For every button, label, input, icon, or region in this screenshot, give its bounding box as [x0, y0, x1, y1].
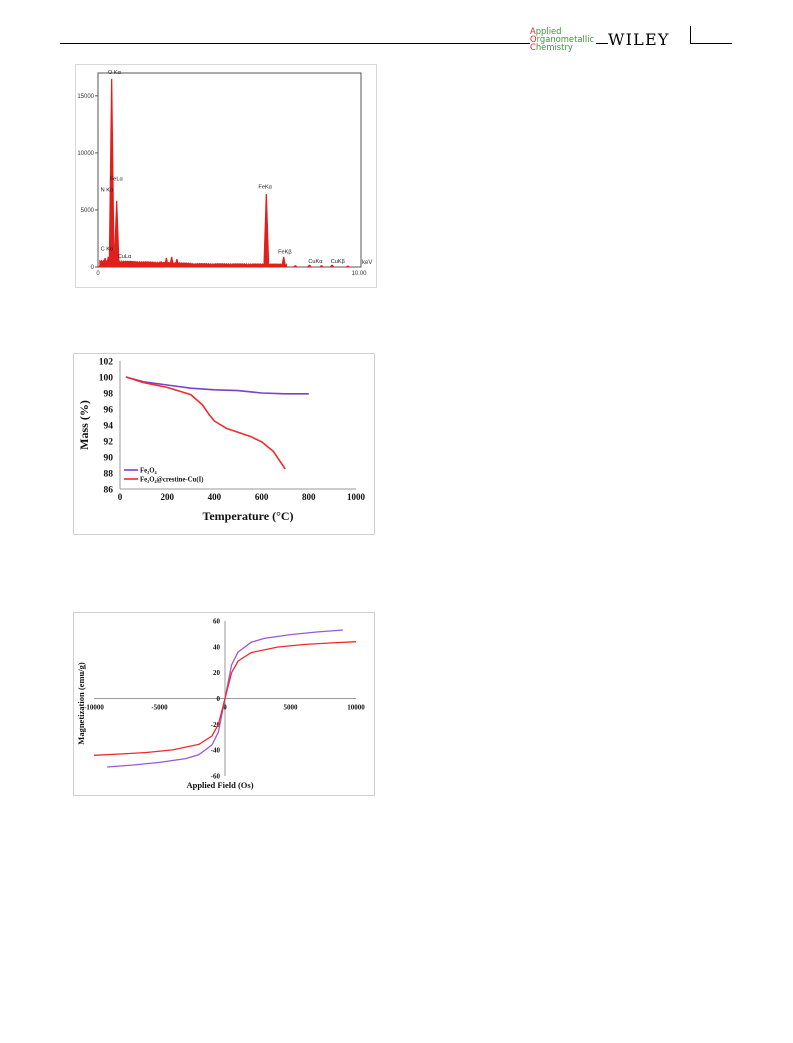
tga-y-tick-label: 102 — [99, 358, 114, 368]
edx-peak — [108, 78, 115, 268]
edx-peak — [200, 264, 206, 267]
journal-logo-line-1: Applied — [530, 26, 562, 36]
edx-peak — [253, 265, 259, 267]
edx-peak — [121, 264, 127, 267]
vsm-y-axis-label: Magnetization (emu/g) — [76, 662, 86, 745]
tga-series-line-2 — [125, 376, 286, 470]
tga-x-tick-label: 600 — [255, 492, 269, 502]
edx-spectrum-chart: 0 5000 10000 15000 0 10.00 keV O Kα FeLα N Kα C K… — [77, 70, 372, 277]
edx-peak-label: CuKβ — [331, 259, 345, 265]
page-tick — [690, 26, 691, 44]
tga-legend-label: Fe₃O₄ — [140, 468, 157, 475]
edx-peak — [158, 261, 164, 267]
tga-x-axis-label: Temperature (°C) — [202, 509, 293, 523]
edx-peak — [184, 263, 190, 267]
edx-y-tick-label: 5000 — [81, 208, 95, 214]
tga-y-tick-label: 86 — [104, 486, 114, 496]
edx-peak — [174, 259, 180, 267]
edx-peak — [281, 256, 287, 267]
vsm-y-tick-label: 40 — [213, 643, 221, 651]
edx-peak-label: C Kα — [101, 246, 114, 252]
vsm-y-tick-label: -20 — [211, 721, 221, 729]
vsm-x-tick-label: 0 — [223, 704, 227, 712]
edx-peak — [319, 265, 325, 267]
tga-legend-label: Fe₃O₄@crestine-Cu(I) — [140, 477, 204, 484]
journal-logo-line-3: Chemistry — [530, 42, 573, 53]
tga-y-tick-label: 88 — [104, 470, 114, 480]
edx-x-tick-label: 0 — [96, 271, 100, 277]
edx-peak — [292, 265, 298, 267]
vsm-x-tick-label: -10000 — [84, 704, 104, 712]
vsm-y-tick-label: -60 — [211, 773, 221, 781]
edx-y-tick-label: 15000 — [77, 94, 94, 100]
journal-logo: Applied Organometallic Chemistry — [530, 27, 600, 52]
edx-peak — [148, 264, 154, 267]
vsm-y-tick-label: 20 — [213, 669, 221, 677]
edx-peak-label: O Kα — [108, 70, 122, 76]
vsm-figure: -60 -40 -20 0 20 40 60 -10000 -5000 0 5000 10000 App… — [73, 612, 375, 796]
edx-peak — [263, 193, 270, 267]
tga-y-tick-label: 96 — [104, 406, 114, 416]
edx-peak — [163, 257, 169, 267]
edx-peak-label: FeKα — [258, 184, 272, 190]
tga-chart: 86 88 90 92 94 96 98 100 102 0 200 400 600 800 1000 Tem… — [77, 358, 366, 524]
publisher-dash — [596, 43, 608, 44]
edx-peak-label: N Kα — [101, 188, 114, 194]
edx-peak — [345, 265, 351, 267]
edx-x-tick-label: 10.00 — [351, 271, 367, 277]
tga-x-tick-label: 800 — [302, 492, 316, 502]
vsm-y-tick-label: 60 — [213, 618, 221, 626]
tga-x-tick-label: 0 — [118, 492, 123, 502]
vsm-x-tick-label: -5000 — [151, 704, 168, 712]
edx-peak-label: FeLα — [110, 176, 124, 182]
header-rule-left — [60, 43, 530, 44]
tga-y-tick-label: 90 — [104, 454, 114, 464]
edx-peak — [134, 263, 140, 267]
edx-peak — [271, 264, 277, 267]
tga-series-line-1 — [125, 376, 309, 395]
edx-background-signal — [99, 259, 288, 267]
edx-plot-frame — [97, 72, 362, 268]
edx-y-tick-label: 0 — [91, 265, 95, 271]
tga-y-tick-label: 98 — [104, 390, 114, 400]
publisher-logo: WILEY — [608, 30, 670, 49]
header-rule-right — [690, 43, 732, 44]
edx-x-axis-label: keV — [362, 260, 372, 266]
edx-peak-label: CuLα — [118, 254, 132, 260]
journal-logo-line-2: Organometallic — [530, 34, 595, 45]
tga-y-tick-label: 92 — [104, 438, 114, 448]
tga-y-tick-label: 100 — [99, 374, 114, 384]
vsm-x-axis-label: Applied Field (Os) — [186, 780, 253, 790]
edx-peak — [113, 200, 120, 267]
vsm-x-tick-label: 10000 — [347, 704, 365, 712]
edx-peak-label: CuKα — [308, 259, 323, 265]
tga-y-tick-label: 94 — [104, 422, 114, 432]
tga-figure: 86 88 90 92 94 96 98 100 102 0 200 400 600 800 1000 Tem… — [73, 353, 375, 535]
edx-spectrum-figure: 0 5000 10000 15000 0 10.00 keV O Kα FeLα N Kα C K… — [75, 64, 377, 288]
vsm-chart: -60 -40 -20 0 20 40 60 -10000 -5000 0 5000 10000 App… — [76, 618, 365, 791]
edx-peak — [227, 264, 232, 267]
edx-peak — [169, 256, 175, 267]
vsm-x-tick-label: 5000 — [284, 704, 299, 712]
vsm-y-tick-label: 0 — [217, 695, 221, 703]
vsm-series-line-2 — [93, 641, 357, 756]
edx-peak — [306, 264, 312, 267]
edx-y-tick-label: 10000 — [77, 151, 94, 157]
edx-peak-label: FeKβ — [278, 249, 291, 255]
tga-x-tick-label: 400 — [208, 492, 222, 502]
tga-x-tick-label: 200 — [160, 492, 174, 502]
edx-peak — [329, 264, 335, 267]
tga-x-tick-label: 1000 — [347, 492, 366, 502]
vsm-y-tick-label: -40 — [211, 747, 221, 755]
tga-y-axis-label: Mass (%) — [77, 400, 91, 450]
